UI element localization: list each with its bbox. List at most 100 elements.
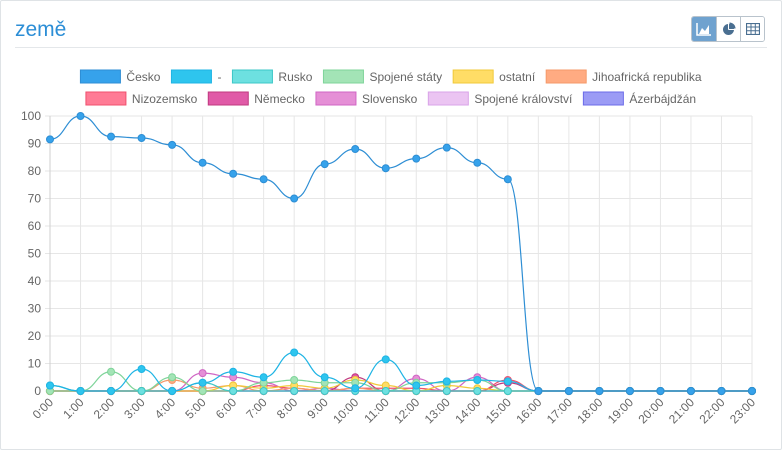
- data-point: [137, 134, 146, 142]
- title-divider: [15, 47, 767, 48]
- data-point: [442, 377, 451, 386]
- data-point: [717, 387, 726, 395]
- data-point: [259, 387, 268, 395]
- y-tick-label: 70: [28, 192, 42, 206]
- data-point: [107, 132, 116, 141]
- legend-swatch: [170, 69, 212, 84]
- data-point: [107, 367, 116, 376]
- data-point: [564, 387, 573, 395]
- x-tick-label: 9:00: [304, 395, 331, 422]
- legend-label: Jihoafrická republika: [592, 70, 702, 84]
- data-point: [320, 387, 329, 395]
- x-tick-label: 11:00: [361, 395, 392, 426]
- data-point: [320, 160, 329, 169]
- x-tick-label: 2:00: [91, 395, 118, 422]
- data-point: [503, 387, 512, 395]
- x-tick-label: 3:00: [121, 395, 148, 422]
- x-tick-label: 13:00: [422, 395, 453, 426]
- data-point: [381, 387, 390, 395]
- x-tick-label: 10:00: [330, 395, 361, 426]
- x-tick-label: 4:00: [152, 395, 179, 422]
- panel-title: země: [15, 18, 67, 41]
- pie-chart-view-button[interactable]: [716, 17, 740, 41]
- data-point: [229, 367, 238, 376]
- legend-swatch: [315, 91, 357, 106]
- y-tick-label: 0: [34, 384, 41, 398]
- legend-label: Česko: [126, 69, 160, 84]
- legend-swatch: [582, 91, 624, 106]
- x-tick-label: 21:00: [666, 395, 697, 426]
- legend-swatch: [322, 69, 364, 84]
- data-point: [412, 381, 421, 390]
- data-point: [168, 387, 177, 395]
- data-point: [198, 158, 207, 167]
- data-point: [259, 175, 268, 184]
- legend-swatch: [207, 91, 249, 106]
- data-point: [198, 387, 207, 395]
- data-point: [412, 154, 421, 163]
- legend-swatch: [85, 91, 127, 106]
- x-tick-label: 5:00: [182, 395, 209, 422]
- data-point: [442, 143, 451, 152]
- data-point: [259, 373, 268, 382]
- y-tick-label: 100: [21, 109, 41, 123]
- area-chart-view-button[interactable]: [692, 17, 716, 41]
- x-tick-label: 23:00: [727, 395, 758, 426]
- table-icon: [745, 23, 760, 35]
- legend-label: Německo: [254, 92, 305, 106]
- x-tick-label: 18:00: [574, 395, 605, 426]
- legend-swatch: [231, 69, 273, 84]
- data-point: [351, 384, 360, 393]
- data-point: [76, 112, 85, 120]
- legend-label: Nizozemsko: [132, 92, 198, 106]
- data-point: [442, 387, 451, 395]
- data-point: [473, 376, 482, 384]
- x-tick-label: 1:00: [60, 395, 87, 422]
- data-point: [168, 373, 177, 382]
- area-chart-icon: [696, 23, 711, 36]
- data-point: [290, 387, 299, 395]
- x-tick-label: 12:00: [391, 395, 422, 426]
- legend-label: ostatní: [499, 70, 536, 84]
- legend-swatch: [79, 69, 121, 84]
- legend-label: -: [217, 70, 221, 84]
- data-point: [137, 387, 146, 395]
- legend-label: Slovensko: [362, 92, 418, 106]
- data-point: [625, 387, 634, 395]
- y-tick-label: 40: [28, 274, 42, 288]
- data-point: [290, 376, 299, 384]
- legend-label: Ázerbájdžán: [629, 91, 696, 106]
- data-point: [46, 381, 54, 390]
- data-point: [229, 387, 238, 395]
- data-point: [198, 378, 207, 387]
- data-point: [76, 387, 85, 395]
- y-tick-label: 80: [28, 164, 42, 178]
- y-tick-label: 30: [28, 302, 42, 316]
- data-point: [351, 145, 360, 153]
- table-view-button[interactable]: [740, 17, 764, 41]
- chart-view-toggle: [691, 16, 765, 42]
- data-point: [168, 140, 177, 149]
- x-tick-label: 22:00: [696, 395, 727, 426]
- y-tick-label: 20: [28, 329, 42, 343]
- legend-swatch: [452, 69, 494, 84]
- data-point: [595, 387, 604, 395]
- data-point: [656, 387, 665, 395]
- data-point: [503, 377, 512, 386]
- x-tick-label: 16:00: [513, 395, 544, 426]
- legend-swatch: [545, 69, 587, 84]
- x-tick-label: 20:00: [635, 395, 666, 426]
- y-tick-label: 60: [28, 219, 42, 233]
- y-tick-label: 50: [28, 247, 42, 261]
- data-point: [748, 387, 756, 395]
- x-tick-label: 0:00: [30, 395, 57, 422]
- data-point: [290, 194, 299, 203]
- legend-label: Spojené království: [474, 92, 573, 106]
- data-point: [381, 164, 390, 173]
- data-point: [381, 355, 390, 364]
- x-tick-label: 7:00: [243, 395, 270, 422]
- data-point: [229, 169, 238, 178]
- y-tick-label: 10: [28, 357, 42, 371]
- x-tick-label: 17:00: [544, 395, 575, 426]
